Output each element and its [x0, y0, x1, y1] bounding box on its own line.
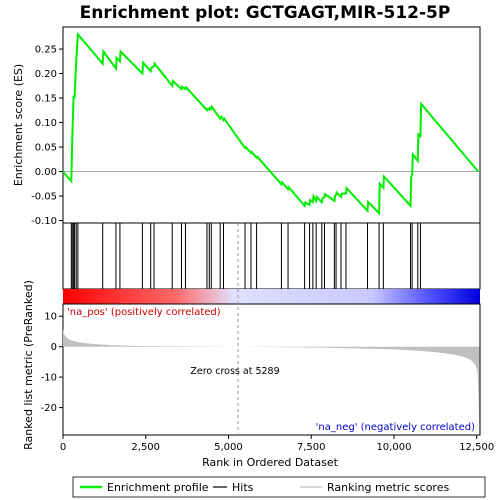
- x-axis-label: Rank in Ordered Dataset: [202, 456, 339, 469]
- legend-box: [72, 476, 486, 498]
- es-y-tick-label: -0.10: [31, 216, 57, 227]
- es-y-tick-label: 0.25: [35, 45, 57, 56]
- es-y-tick-label: 0.20: [35, 69, 57, 80]
- rank-y-tick-label: -10: [41, 373, 57, 384]
- enrichment-profile-line: [62, 31, 480, 216]
- x-tick-label: 2,500: [131, 442, 160, 453]
- hits-ticks: [70, 223, 421, 289]
- x-tick-label: 0: [60, 442, 66, 453]
- rank-y-axis: -20 -10 0 10: [41, 312, 63, 414]
- x-tick-label: 5,000: [214, 442, 243, 453]
- rank-y-tick-label: 0: [51, 342, 57, 353]
- rank-strip: [63, 289, 480, 304]
- es-y-label: Enrichment score (ES): [12, 64, 25, 186]
- rank-y-tick-label: 10: [44, 312, 57, 323]
- rank-y-tick-label: -20: [41, 403, 57, 414]
- es-y-tick-label: 0.00: [35, 167, 57, 178]
- x-axis: 0 2,500 5,000 7,500 10,000 12,500: [60, 435, 494, 453]
- es-y-tick-label: 0.05: [35, 143, 57, 154]
- neg-correlated-label: 'na_neg' (negatively correlated): [316, 422, 475, 433]
- chart-title: Enrichment plot: GCTGAGT,MIR-512-5P: [80, 3, 451, 23]
- legend-entry: Ranking metric scores: [327, 481, 449, 494]
- zero-cross-label: Zero cross at 5289: [190, 366, 279, 377]
- rank-metric-panel-frame: [62, 303, 481, 436]
- x-tick-label: 10,000: [376, 442, 411, 453]
- pos-correlated-label: 'na_pos' (positively correlated): [67, 307, 221, 318]
- x-tick-label: 7,500: [297, 442, 326, 453]
- ranking-metric-area: [63, 329, 480, 435]
- es-y-tick-label: -0.05: [31, 192, 57, 203]
- x-tick-label: 12,500: [459, 442, 494, 453]
- legend-entry: Hits: [232, 481, 254, 494]
- legend-entry: Enrichment profile: [107, 481, 209, 494]
- es-y-tick-label: 0.15: [35, 94, 57, 105]
- legend: Enrichment profile Hits Ranking metric sco…: [80, 481, 449, 494]
- es-y-axis: -0.10 -0.05 0.00 0.05 0.10 0.15 0.20 0.25: [31, 45, 63, 227]
- es-y-tick-label: 0.10: [35, 118, 57, 129]
- rank-y-label: Ranked list metric (PreRanked): [22, 280, 35, 450]
